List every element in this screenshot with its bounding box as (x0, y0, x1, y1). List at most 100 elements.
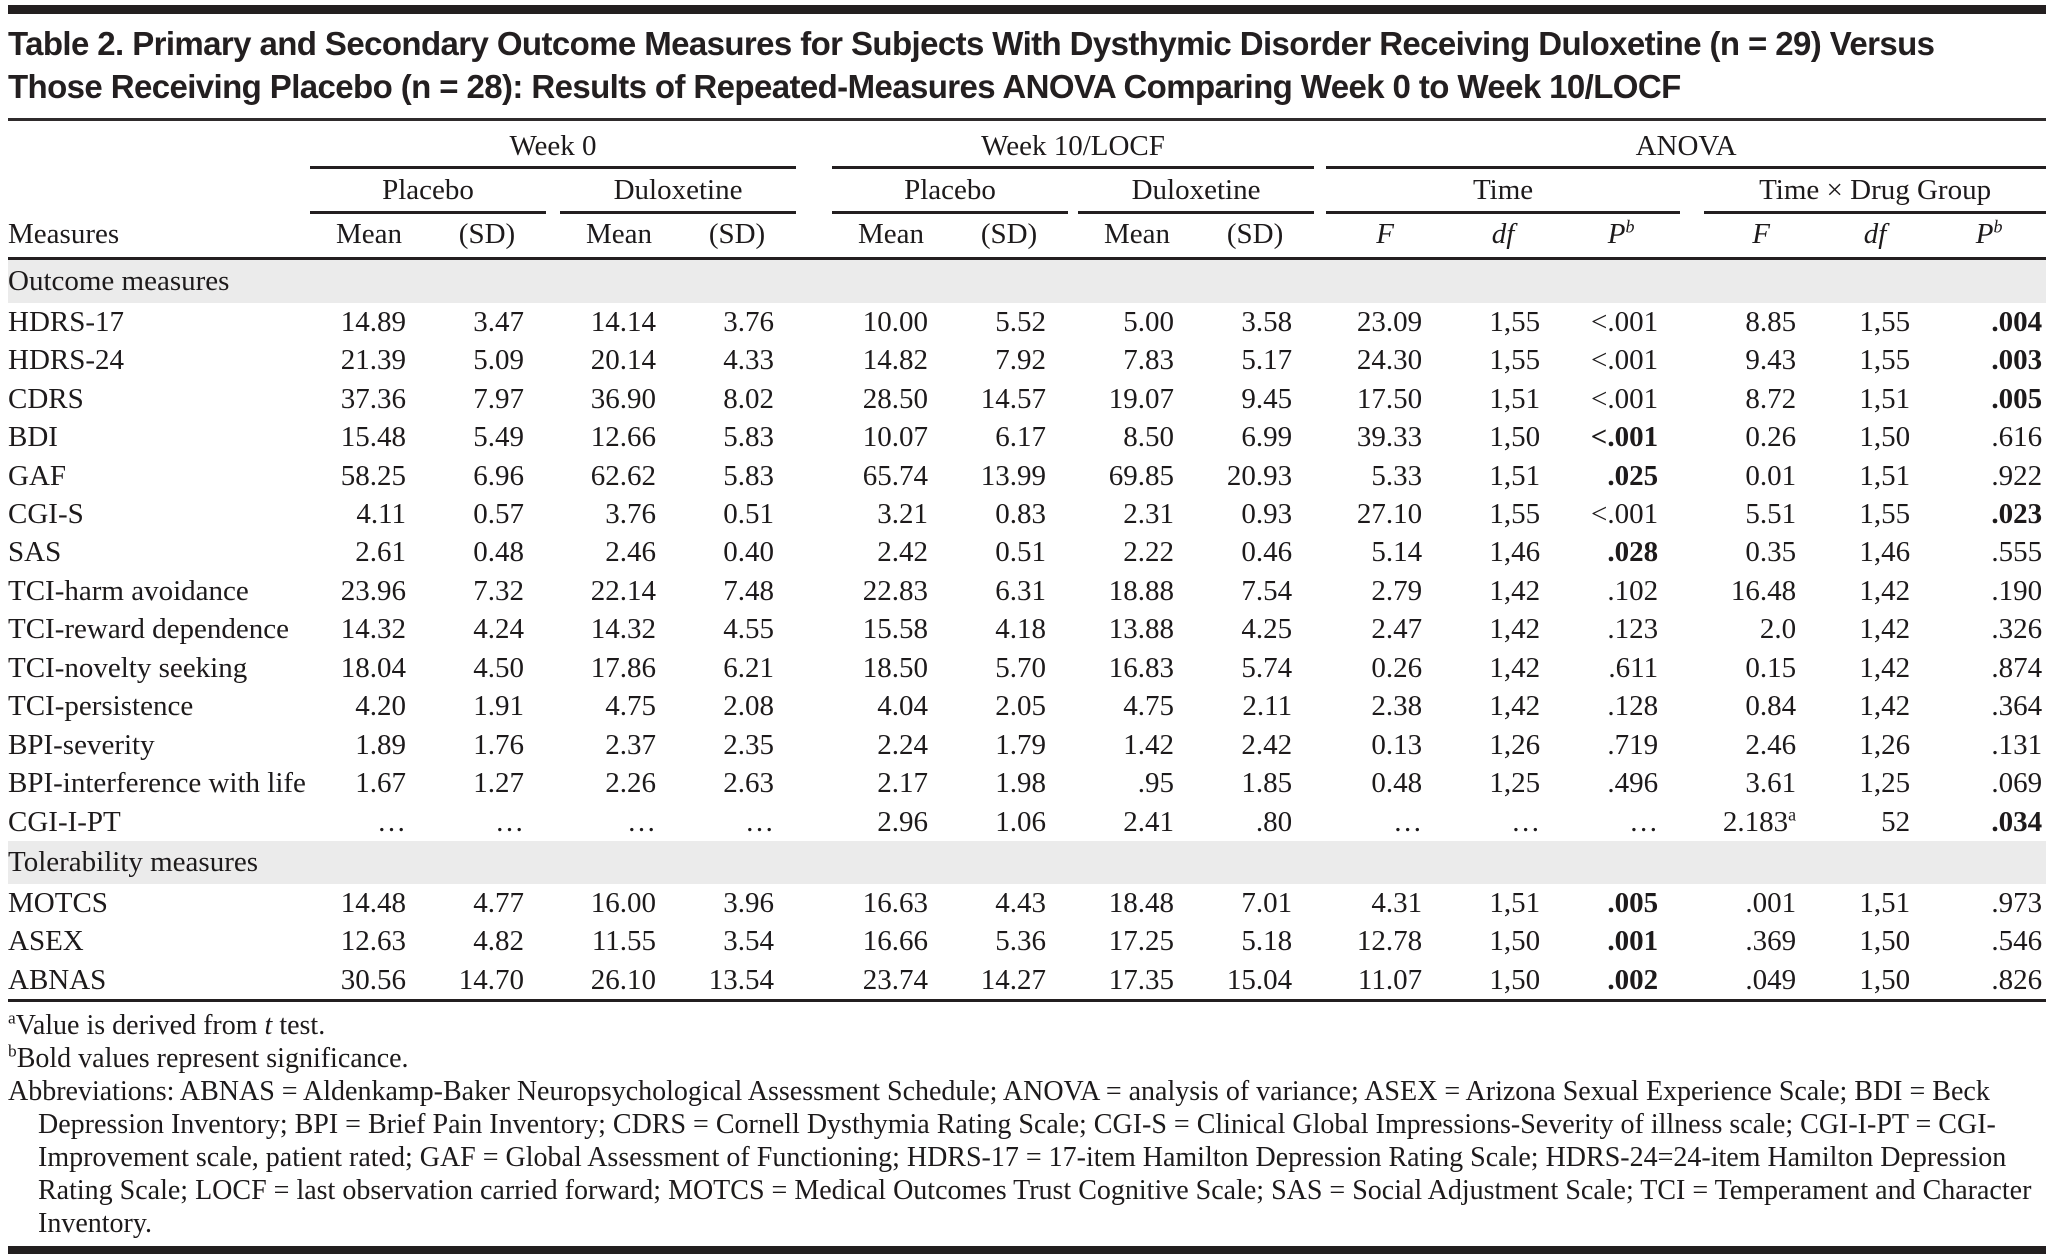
value-cell: 15.04 (1226, 963, 1293, 996)
value-cell: 1,42 (1489, 690, 1541, 723)
spacer-cell (796, 764, 832, 802)
spacer (1680, 212, 1705, 261)
value-cell: 22.14 (590, 574, 656, 607)
value-cell: 6.99 (1241, 421, 1293, 454)
value-cell: 2.79 (1371, 574, 1423, 607)
value-cell: 1.27 (473, 767, 524, 800)
value-cell: … (1629, 805, 1659, 838)
value-cell: 1.89 (355, 728, 406, 761)
value-cell: 21.39 (340, 344, 406, 377)
spacer-cell (1314, 764, 1326, 802)
value-cell: 36.90 (590, 382, 656, 415)
value-cell: .922 (1991, 459, 2043, 492)
spacer-cell (1680, 726, 1704, 764)
spacer-cell (1314, 726, 1326, 764)
spacer-cell (546, 380, 560, 418)
measure-name: TCI-persistence (8, 690, 194, 723)
table-row: CGI-I-PT … … … … 2.96 1.06 2.41 .80 … … … 2.183a 52 .0… (8, 803, 2046, 841)
value-cell: 14.57 (980, 382, 1047, 415)
value-cell: 2.46 (605, 536, 656, 569)
value-cell: .555 (1991, 536, 2043, 569)
value-cell: 1.79 (995, 728, 1047, 761)
value-cell: 10.07 (862, 421, 929, 454)
value-cell: 18.48 (1108, 886, 1175, 919)
value-cell: 4.77 (473, 886, 524, 919)
value-cell: 1.67 (355, 767, 406, 800)
value-cell: 7.92 (995, 344, 1047, 377)
value-cell: 23.96 (340, 574, 406, 607)
empty-header (8, 168, 310, 212)
value-cell: 4.43 (995, 886, 1047, 919)
spacer (1068, 212, 1079, 261)
value-cell: 7.48 (723, 574, 775, 607)
spacer-cell (1680, 380, 1704, 418)
spacer-cell (1068, 922, 1078, 960)
spacer-cell (1680, 961, 1704, 1001)
value-cell: 65.74 (862, 459, 929, 492)
section-row: Tolerability measures (8, 841, 2047, 884)
value-cell: 1.98 (995, 767, 1047, 800)
header-row-stats: Measures Mean (SD) Mean (SD) Mean (SD) M… (8, 212, 2047, 261)
value-cell: 1,50 (1489, 925, 1541, 958)
spacer-cell (1680, 495, 1704, 533)
spacer-cell (1314, 303, 1326, 341)
value-cell: 9.43 (1745, 344, 1797, 377)
value-cell: 1,51 (1489, 382, 1541, 415)
value-cell: .95 (1137, 767, 1175, 800)
value-cell: 7.97 (473, 382, 524, 415)
table-row: CGI-S 4.11 0.57 3.76 0.51 3.21 0.83 2.31 0.93 27.… (8, 495, 2046, 533)
spacer-cell (1680, 649, 1704, 687)
value-cell: 4.75 (605, 690, 656, 723)
table-row: BPI-severity 1.89 1.76 2.37 2.35 2.24 1.79 1.42… (8, 726, 2046, 764)
value-cell: 5.51 (1745, 498, 1797, 530)
value-cell: .005 (1991, 382, 2043, 415)
spacer-cell (1068, 961, 1078, 1001)
value-cell: 6.21 (723, 651, 775, 684)
value-cell: 1,26 (1859, 728, 1911, 761)
value-cell: .326 (1991, 613, 2043, 646)
value-cell: 20.14 (590, 344, 656, 377)
value-cell: 15.48 (340, 421, 406, 454)
spacer-cell (1068, 418, 1078, 456)
value-cell: 10.00 (862, 305, 929, 338)
table-row: SAS 2.61 0.48 2.46 0.40 2.42 0.51 2.22 0.46 5.14 1… (8, 533, 2046, 571)
value-cell: 2.42 (877, 536, 929, 569)
value-cell: 14.27 (980, 963, 1047, 996)
value-cell: 6.96 (473, 459, 524, 492)
value-cell: .028 (1607, 536, 1659, 569)
spacer (1314, 168, 1326, 212)
value-cell: 0.51 (723, 498, 775, 530)
value-cell: 5.36 (995, 925, 1047, 958)
value-cell: <.001 (1590, 382, 1659, 415)
header-row-top-groups: Week 0 Week 10/LOCF ANOVA (8, 124, 2047, 170)
value-cell: 37.36 (340, 382, 406, 415)
value-cell: 19.07 (1108, 382, 1175, 415)
value-cell: .131 (1991, 728, 2043, 761)
spacer-cell (1068, 341, 1078, 379)
value-cell: 5.49 (473, 421, 524, 454)
spacer-cell (546, 764, 560, 802)
value-cell: 5.83 (723, 421, 775, 454)
value-cell: 2.37 (605, 728, 656, 761)
spacer-cell (1314, 533, 1326, 571)
spacer-cell (546, 687, 560, 725)
spacer-cell (1068, 610, 1078, 648)
value-cell: 1,26 (1489, 728, 1541, 761)
header-week0: Week 0 (310, 124, 797, 170)
spacer-cell (1068, 764, 1078, 802)
value-cell: 2.22 (1123, 536, 1175, 569)
spacer-cell (1680, 418, 1704, 456)
value-cell: .546 (1991, 925, 2043, 958)
spacer-cell (1680, 303, 1704, 341)
table-title-line1: Table 2. Primary and Secondary Outcome M… (8, 25, 1935, 62)
value-cell: .364 (1991, 690, 2043, 723)
spacer (1314, 125, 1326, 168)
measure-name: MOTCS (8, 886, 108, 919)
value-cell: 1,25 (1859, 767, 1911, 800)
value-cell: 18.04 (340, 651, 406, 684)
value-cell: 2.24 (877, 728, 929, 761)
value-cell: 0.48 (1371, 767, 1423, 800)
value-cell: 4.24 (473, 613, 524, 646)
p-label: P (1607, 217, 1626, 250)
value-cell: 4.11 (356, 498, 406, 530)
